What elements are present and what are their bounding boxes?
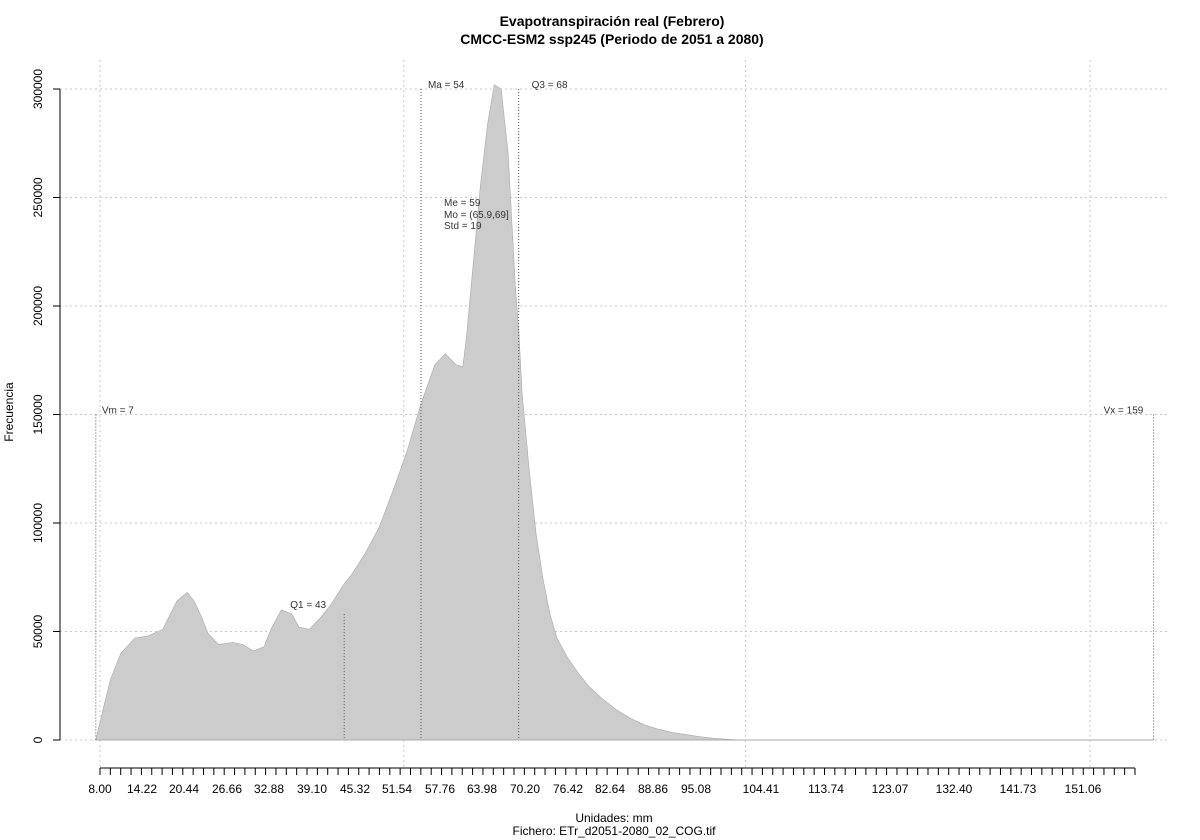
x-tick-label: 95.08: [681, 782, 711, 796]
summary-mode: Mo = (65.9,69]: [444, 210, 509, 221]
x-tick-label: 39.10: [297, 782, 327, 796]
x-tick-label: 104.41: [743, 782, 780, 796]
x-tick-label: 113.74: [808, 782, 844, 796]
x-tick-label: 32.88: [254, 782, 284, 796]
x-tick-label: 14.22: [127, 782, 157, 796]
chart-title: Evapotranspiración real (Febrero): [500, 13, 725, 29]
stat-label: Vx = 159: [1104, 406, 1144, 417]
grid: [60, 60, 1170, 770]
y-tick-label: 0: [31, 736, 45, 743]
y-axis-label: Frecuencia: [2, 382, 16, 442]
x-tick-label: 51.54: [382, 782, 412, 796]
x-tick-label: 70.20: [510, 782, 540, 796]
stat-label: Vm = 7: [102, 406, 134, 417]
x-tick-label: 8.00: [88, 782, 112, 796]
x-tick-label: 151.06: [1065, 782, 1102, 796]
density-curve: [95, 84, 1154, 741]
stat-label: Q1 = 43: [290, 600, 326, 611]
x-tick-label: 20.44: [169, 782, 199, 796]
x-tick-label: 63.98: [467, 782, 497, 796]
x-tick-label: 141.73: [1000, 782, 1037, 796]
x-tick-label: 132.40: [936, 782, 973, 796]
y-tick-label: 250000: [31, 177, 45, 217]
summary-stats: Me = 59 Mo = (65.9,69] Std = 19: [444, 198, 509, 232]
x-axis-label: Unidades: mm: [575, 811, 652, 825]
stat-lines: Vm = 7 Q1 = 43 Ma = 54 Q3 = 68 Vx = 159: [95, 80, 1155, 740]
summary-std: Std = 19: [444, 221, 482, 232]
stat-label: Ma = 54: [428, 80, 465, 91]
summary-median: Me = 59: [444, 198, 481, 209]
stat-label: Q3 = 68: [532, 80, 568, 91]
y-tick-label: 150000: [31, 394, 45, 434]
x-tick-label: 26.66: [212, 782, 242, 796]
x-tick-label: 88.86: [638, 782, 668, 796]
y-tick-label: 100000: [31, 503, 45, 543]
file-caption: Fichero: ETr_d2051-2080_02_COG.tif: [513, 824, 717, 838]
y-axis: 0 50000 100000 150000 200000 250000 300000: [31, 69, 61, 743]
chart-subtitle: CMCC-ESM2 ssp245 (Periodo de 2051 a 2080…: [460, 31, 763, 47]
density-area: [95, 84, 1154, 741]
x-tick-label: 45.32: [340, 782, 370, 796]
x-axis: 8.00 14.22 20.44 26.66 32.88 39.10 45.32 51.54 5…: [88, 767, 1136, 796]
y-tick-label: 300000: [31, 69, 45, 109]
x-tick-label: 82.64: [595, 782, 625, 796]
x-tick-label: 57.76: [425, 782, 455, 796]
y-tick-label: 50000: [31, 614, 45, 648]
x-tick-label: 123.07: [872, 782, 909, 796]
y-tick-label: 200000: [31, 286, 45, 326]
x-tick-label: 76.42: [553, 782, 583, 796]
